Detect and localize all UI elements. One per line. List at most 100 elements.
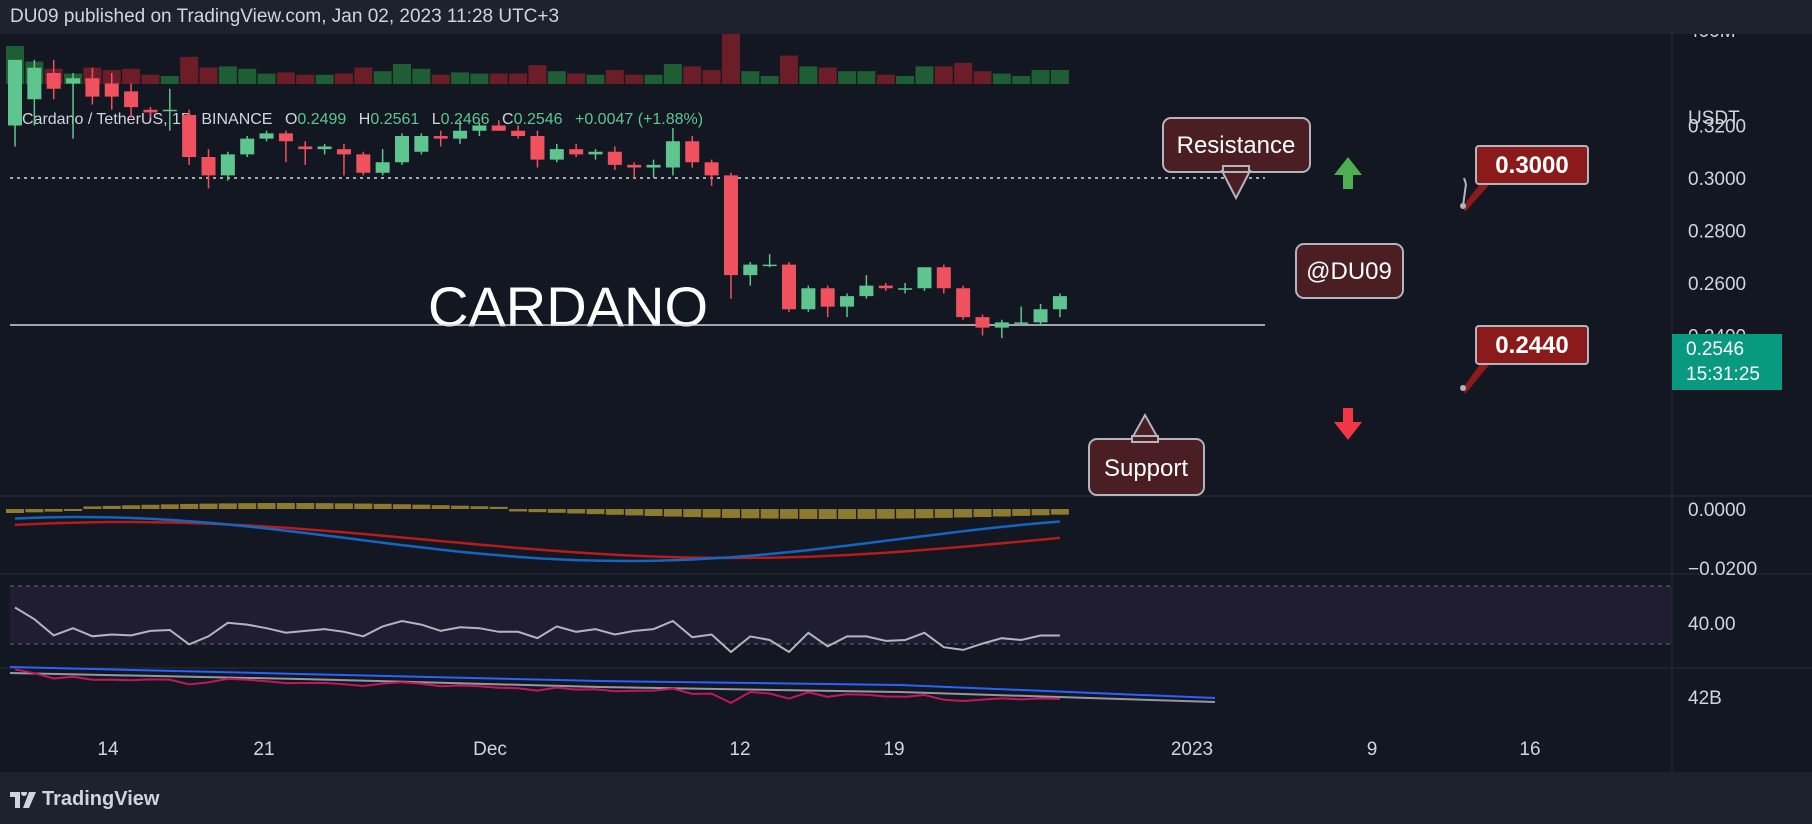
- candle: [414, 133, 429, 155]
- macd-histogram-bar: [702, 509, 721, 518]
- price-chart[interactable]: Cardano / TetherUS, 1D, BINANCE O0.2499 …: [0, 34, 1812, 772]
- candle: [898, 283, 913, 294]
- candle: [395, 133, 409, 165]
- legend-open-value: 0.2499: [297, 111, 346, 128]
- candle-body: [375, 162, 390, 173]
- candle: [646, 159, 661, 178]
- candle-body: [723, 175, 738, 276]
- macd-histogram-bar: [605, 509, 624, 515]
- macd-histogram-bar: [683, 509, 702, 518]
- volume-bar: [218, 66, 237, 84]
- candle-body: [27, 67, 42, 100]
- candle: [259, 130, 274, 142]
- macd-histogram-bar: [180, 503, 199, 509]
- candle: [685, 136, 700, 168]
- volume-bar: [431, 74, 450, 84]
- current-price-badge: 0.2546 15:31:25: [1672, 334, 1782, 390]
- candle: [840, 293, 855, 318]
- candle-body: [240, 138, 255, 155]
- macd-histogram-bar: [315, 503, 334, 509]
- candle: [956, 285, 971, 320]
- candle-body: [917, 267, 932, 289]
- macd-histogram-bar: [489, 506, 508, 509]
- volume-bar: [122, 68, 141, 84]
- volume-bar: [1012, 76, 1031, 84]
- candle: [511, 125, 526, 139]
- candle-body: [820, 288, 835, 307]
- macd-histogram-bar: [896, 509, 915, 519]
- candle: [220, 151, 235, 181]
- volume-bar: [741, 71, 760, 84]
- candle-body: [975, 317, 990, 328]
- candle-body: [646, 164, 661, 168]
- candle: [743, 262, 758, 286]
- legend-low-value: 0.2466: [441, 111, 490, 128]
- candle-body: [994, 322, 1009, 328]
- macd-histogram-bar: [218, 503, 237, 509]
- author-label: @DU09: [1306, 258, 1392, 285]
- macd-histogram-bar: [644, 509, 663, 517]
- macd-histogram-bar: [141, 504, 160, 509]
- volume-bar: [857, 71, 876, 84]
- candle-body: [1033, 309, 1048, 323]
- macd-line: [14, 515, 1061, 563]
- macd-histogram-bar: [528, 509, 547, 513]
- candle: [588, 149, 603, 160]
- candle-body: [530, 136, 545, 160]
- macd-histogram-bar: [276, 503, 295, 509]
- tradingview-logo[interactable]: TradingView: [10, 788, 159, 811]
- volume-bar: [934, 66, 953, 84]
- legend-symbol: Cardano / TetherUS, 1D, BINANCE: [22, 111, 272, 128]
- volume-bar: [180, 56, 199, 84]
- candle-body: [414, 136, 429, 152]
- currency-label: USDT: [1688, 108, 1740, 129]
- candle-body: [1014, 322, 1029, 324]
- macd-histogram-bar: [954, 509, 973, 518]
- tradingview-logo-icon: [10, 791, 36, 808]
- candle: [182, 109, 197, 165]
- x-tick-label: Dec: [473, 739, 507, 760]
- support-callout[interactable]: Support: [1088, 412, 1205, 496]
- macd-histogram-bar: [393, 504, 411, 509]
- volume-bar: [160, 76, 179, 84]
- macd-histogram-bar: [296, 503, 315, 509]
- candle: [240, 136, 255, 157]
- macd-histogram-bar: [586, 509, 605, 515]
- volume-bar: [915, 66, 934, 84]
- price-callout-high[interactable]: 0.3000: [1462, 145, 1589, 212]
- macd-histogram-bar: [199, 503, 218, 509]
- candle-body: [549, 149, 564, 160]
- volume-bar: [838, 71, 857, 84]
- x-tick-label: 12: [729, 739, 750, 760]
- resistance-callout[interactable]: Resistance: [1162, 117, 1311, 201]
- candle: [46, 59, 61, 100]
- x-tick-label: 19: [883, 739, 904, 760]
- candle: [143, 107, 158, 118]
- macd-histogram-bar: [567, 509, 586, 514]
- rsi-panel: [10, 585, 1672, 654]
- candle-body: [491, 125, 506, 131]
- candle-body: [859, 285, 874, 297]
- candle-body: [743, 264, 758, 276]
- macd-histogram-bar: [818, 509, 837, 519]
- macd-histogram-bar: [915, 509, 934, 519]
- macd-histogram-bar: [160, 504, 179, 509]
- candle: [298, 141, 313, 165]
- candle: [569, 143, 584, 157]
- obv-panel: [9, 666, 1216, 705]
- price-callout-low[interactable]: 0.2440: [1463, 325, 1589, 394]
- legend-open-label: O: [285, 111, 297, 128]
- time-axis[interactable]: 14 21 Dec 12 19 2023 9 16: [97, 739, 1540, 760]
- macd-histogram-bar: [838, 509, 857, 519]
- candlesticks: [8, 59, 1067, 339]
- candle: [627, 162, 642, 178]
- candle-body: [278, 133, 293, 142]
- volume-bar: [973, 71, 992, 84]
- brand-name: TradingView: [42, 788, 160, 810]
- resistance-label: Resistance: [1177, 132, 1296, 159]
- candle-body: [936, 267, 951, 289]
- y-tick-label: 0.3200: [1688, 117, 1746, 138]
- candle-body: [85, 78, 100, 97]
- x-tick-label: 21: [253, 739, 274, 760]
- candle: [278, 130, 293, 163]
